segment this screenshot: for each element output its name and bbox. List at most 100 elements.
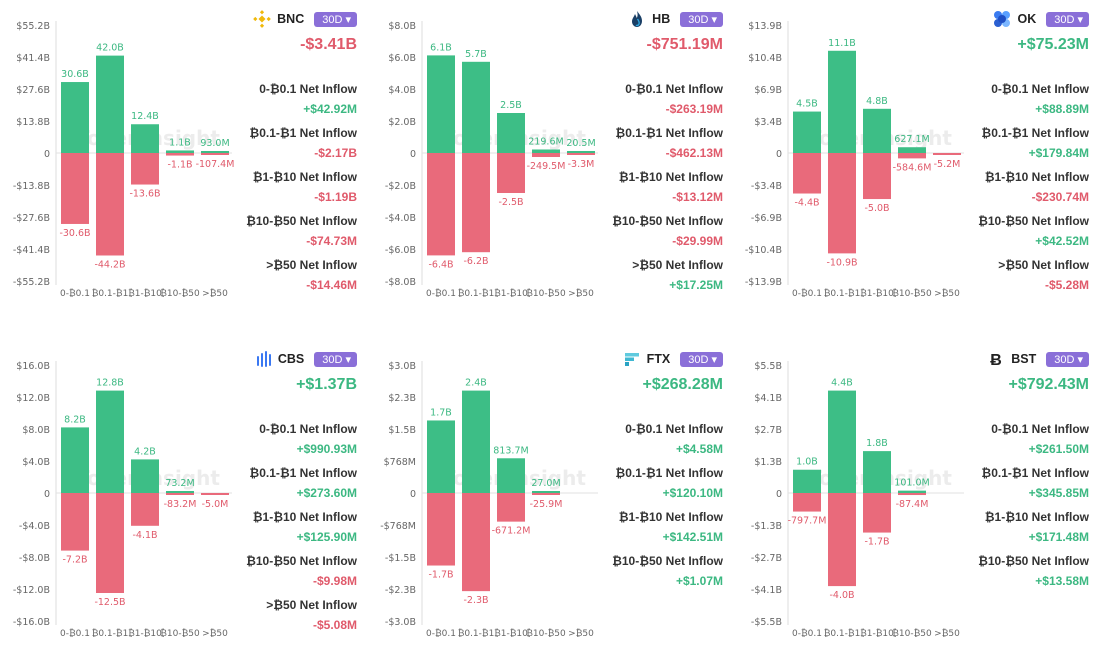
net-inflow-row: ₿10-₿50 Net Inflow +$1.07M [612,554,723,588]
inflow-bar [61,82,89,153]
period-dropdown[interactable]: 30D ▾ [680,351,723,367]
inflow-value-label: 93.0M [200,138,229,149]
net-inflow-summary: OK 30D ▾ +$75.23M 0-₿0.1 Net Inflow +$88.89M… [944,0,1089,320]
net-inflow-label: 0-₿0.1 Net Inflow [991,82,1089,96]
x-category-label: ₿10-₿50 [526,288,566,299]
exchange-header: FTX 30D ▾ [623,350,723,368]
x-category-label: >₿50 [934,628,960,639]
y-tick-label: -$55.2B [13,277,50,288]
total-net-inflow: +$1.37B [296,376,357,393]
y-tick-label: -$6.9B [751,213,782,224]
outflow-value-label: -6.2B [463,256,488,267]
y-tick-label: $8.0B [22,425,50,436]
net-inflow-value: +$4.58M [675,442,723,456]
period-label: 30D [322,353,343,366]
net-inflow-value: -$2.17B [314,146,357,160]
net-inflow-row: ₿10-₿50 Net Inflow -$74.73M [246,214,357,248]
outflow-bar [201,493,229,495]
net-inflow-value: +$13.58M [1035,574,1089,588]
exchange-name: FTX [646,352,671,366]
period-label: 30D [1054,353,1075,366]
inflow-bar [61,427,89,493]
net-inflow-label: ₿1-₿10 Net Inflow [252,170,357,184]
net-inflow-value: -$5.28M [1044,278,1089,292]
period-dropdown[interactable]: 30D ▾ [314,11,357,27]
inflow-value-label: 2.5B [500,100,522,111]
x-category-label: ₿10-₿50 [892,288,932,299]
period-dropdown[interactable]: 30D ▾ [314,351,357,367]
exchange-panel-bnc: TokenInsight$55.2B$41.4B$27.6B$13.8B0-$1… [0,0,366,323]
y-tick-label: 0 [410,489,416,500]
y-tick-label: -$27.6B [13,213,50,224]
y-tick-label: $27.6B [16,85,50,96]
caret-down-icon: ▾ [708,353,717,366]
period-dropdown[interactable]: 30D ▾ [1046,11,1089,27]
y-tick-label: -$4.0B [19,521,50,532]
net-inflow-row: ₿0.1-₿1 Net Inflow -$462.13M [615,126,723,160]
total-net-inflow: +$268.28M [642,376,723,393]
outflow-value-label: -44.2B [94,259,125,270]
outflow-value-label: -12.5B [94,597,125,608]
net-inflow-value: -$74.73M [306,234,357,248]
inflow-bar [898,490,926,493]
exchange-panel-hb: TokenInsight$8.0B$6.0B$4.0B$2.0B0-$2.0B-… [366,0,732,323]
bar-chart: TokenInsight$55.2B$41.4B$27.6B$13.8B0-$1… [13,21,234,299]
net-inflow-label: ₿10-₿50 Net Inflow [246,554,357,568]
net-inflow-summary: HB 30D ▾ -$751.19M 0-₿0.1 Net Inflow -$263.1… [578,0,723,320]
net-inflow-row: >₿50 Net Inflow -$5.08M [266,598,357,632]
period-label: 30D [688,353,709,366]
x-category-label: ₿1-₿10 [128,288,162,299]
net-inflow-label: 0-₿0.1 Net Inflow [259,422,357,436]
net-inflow-label: ₿0.1-₿1 Net Inflow [981,126,1089,140]
net-inflow-value: -$263.19M [665,102,723,116]
period-label: 30D [322,13,343,26]
y-tick-label: -$8.0B [19,553,50,564]
period-dropdown[interactable]: 30D ▾ [680,11,723,27]
net-inflow-label: ₿0.1-₿1 Net Inflow [249,466,357,480]
exchange-header: Ƀ BST 30D ▾ [987,350,1089,369]
inflow-bar [462,390,490,493]
inflow-value-label: 1.7B [430,407,452,418]
exchange-header: BNC 30D ▾ [253,10,357,28]
y-tick-label: -$768M [380,521,416,532]
net-inflow-row: >₿50 Net Inflow +$17.25M [632,258,723,292]
inflow-bar [793,469,821,493]
inflow-bar [427,420,455,493]
inflow-value-label: 101.0M [894,478,929,489]
y-tick-label: -$16.0B [13,617,50,628]
exchange-name: BST [1011,352,1037,366]
outflow-value-label: -87.4M [896,499,929,510]
x-category-label: 0-₿0.1 [60,288,90,299]
net-inflow-value: +$142.51M [662,530,723,544]
net-inflow-label: ₿0.1-₿1 Net Inflow [981,466,1089,480]
y-tick-label: -$10.4B [745,245,782,256]
net-inflow-value: -$29.99M [672,234,723,248]
exchange-header: OK 30D ▾ [993,10,1089,28]
outflow-bar [131,493,159,526]
outflow-bar [863,153,891,200]
okx-logo-icon [993,10,1011,28]
outflow-value-label: -1.1B [167,160,192,171]
bar-chart: TokenInsight$13.9B$10.4B$6.9B$3.4B0-$3.4… [745,21,964,299]
y-tick-label: -$41.4B [13,245,50,256]
y-tick-label: -$2.7B [751,553,782,564]
inflow-bar [166,491,194,493]
net-inflow-label: >₿50 Net Inflow [266,598,357,612]
net-inflow-row: 0-₿0.1 Net Inflow +$42.92M [259,82,357,116]
net-inflow-summary: FTX 30D ▾ +$268.28M 0-₿0.1 Net Inflow +$4.58… [578,340,723,660]
inflow-value-label: 5.7B [465,49,487,60]
inflow-bar [532,149,560,153]
x-category-label: ₿1-₿10 [494,628,528,639]
y-tick-label: -$6.0B [385,245,416,256]
net-inflow-row: 0-₿0.1 Net Inflow +$261.50M [991,422,1089,456]
y-tick-label: $12.0B [16,393,50,404]
y-tick-label: $1.5B [388,425,416,436]
caret-down-icon: ▾ [1074,353,1083,366]
inflow-value-label: 219.6M [528,136,563,147]
outflow-bar [427,493,455,566]
period-dropdown[interactable]: 30D ▾ [1046,351,1089,367]
exchange-name: HB [652,12,671,26]
net-inflow-label: >₿50 Net Inflow [266,258,357,272]
inflow-value-label: 12.8B [96,378,124,389]
x-category-label: 0-₿0.1 [792,288,822,299]
